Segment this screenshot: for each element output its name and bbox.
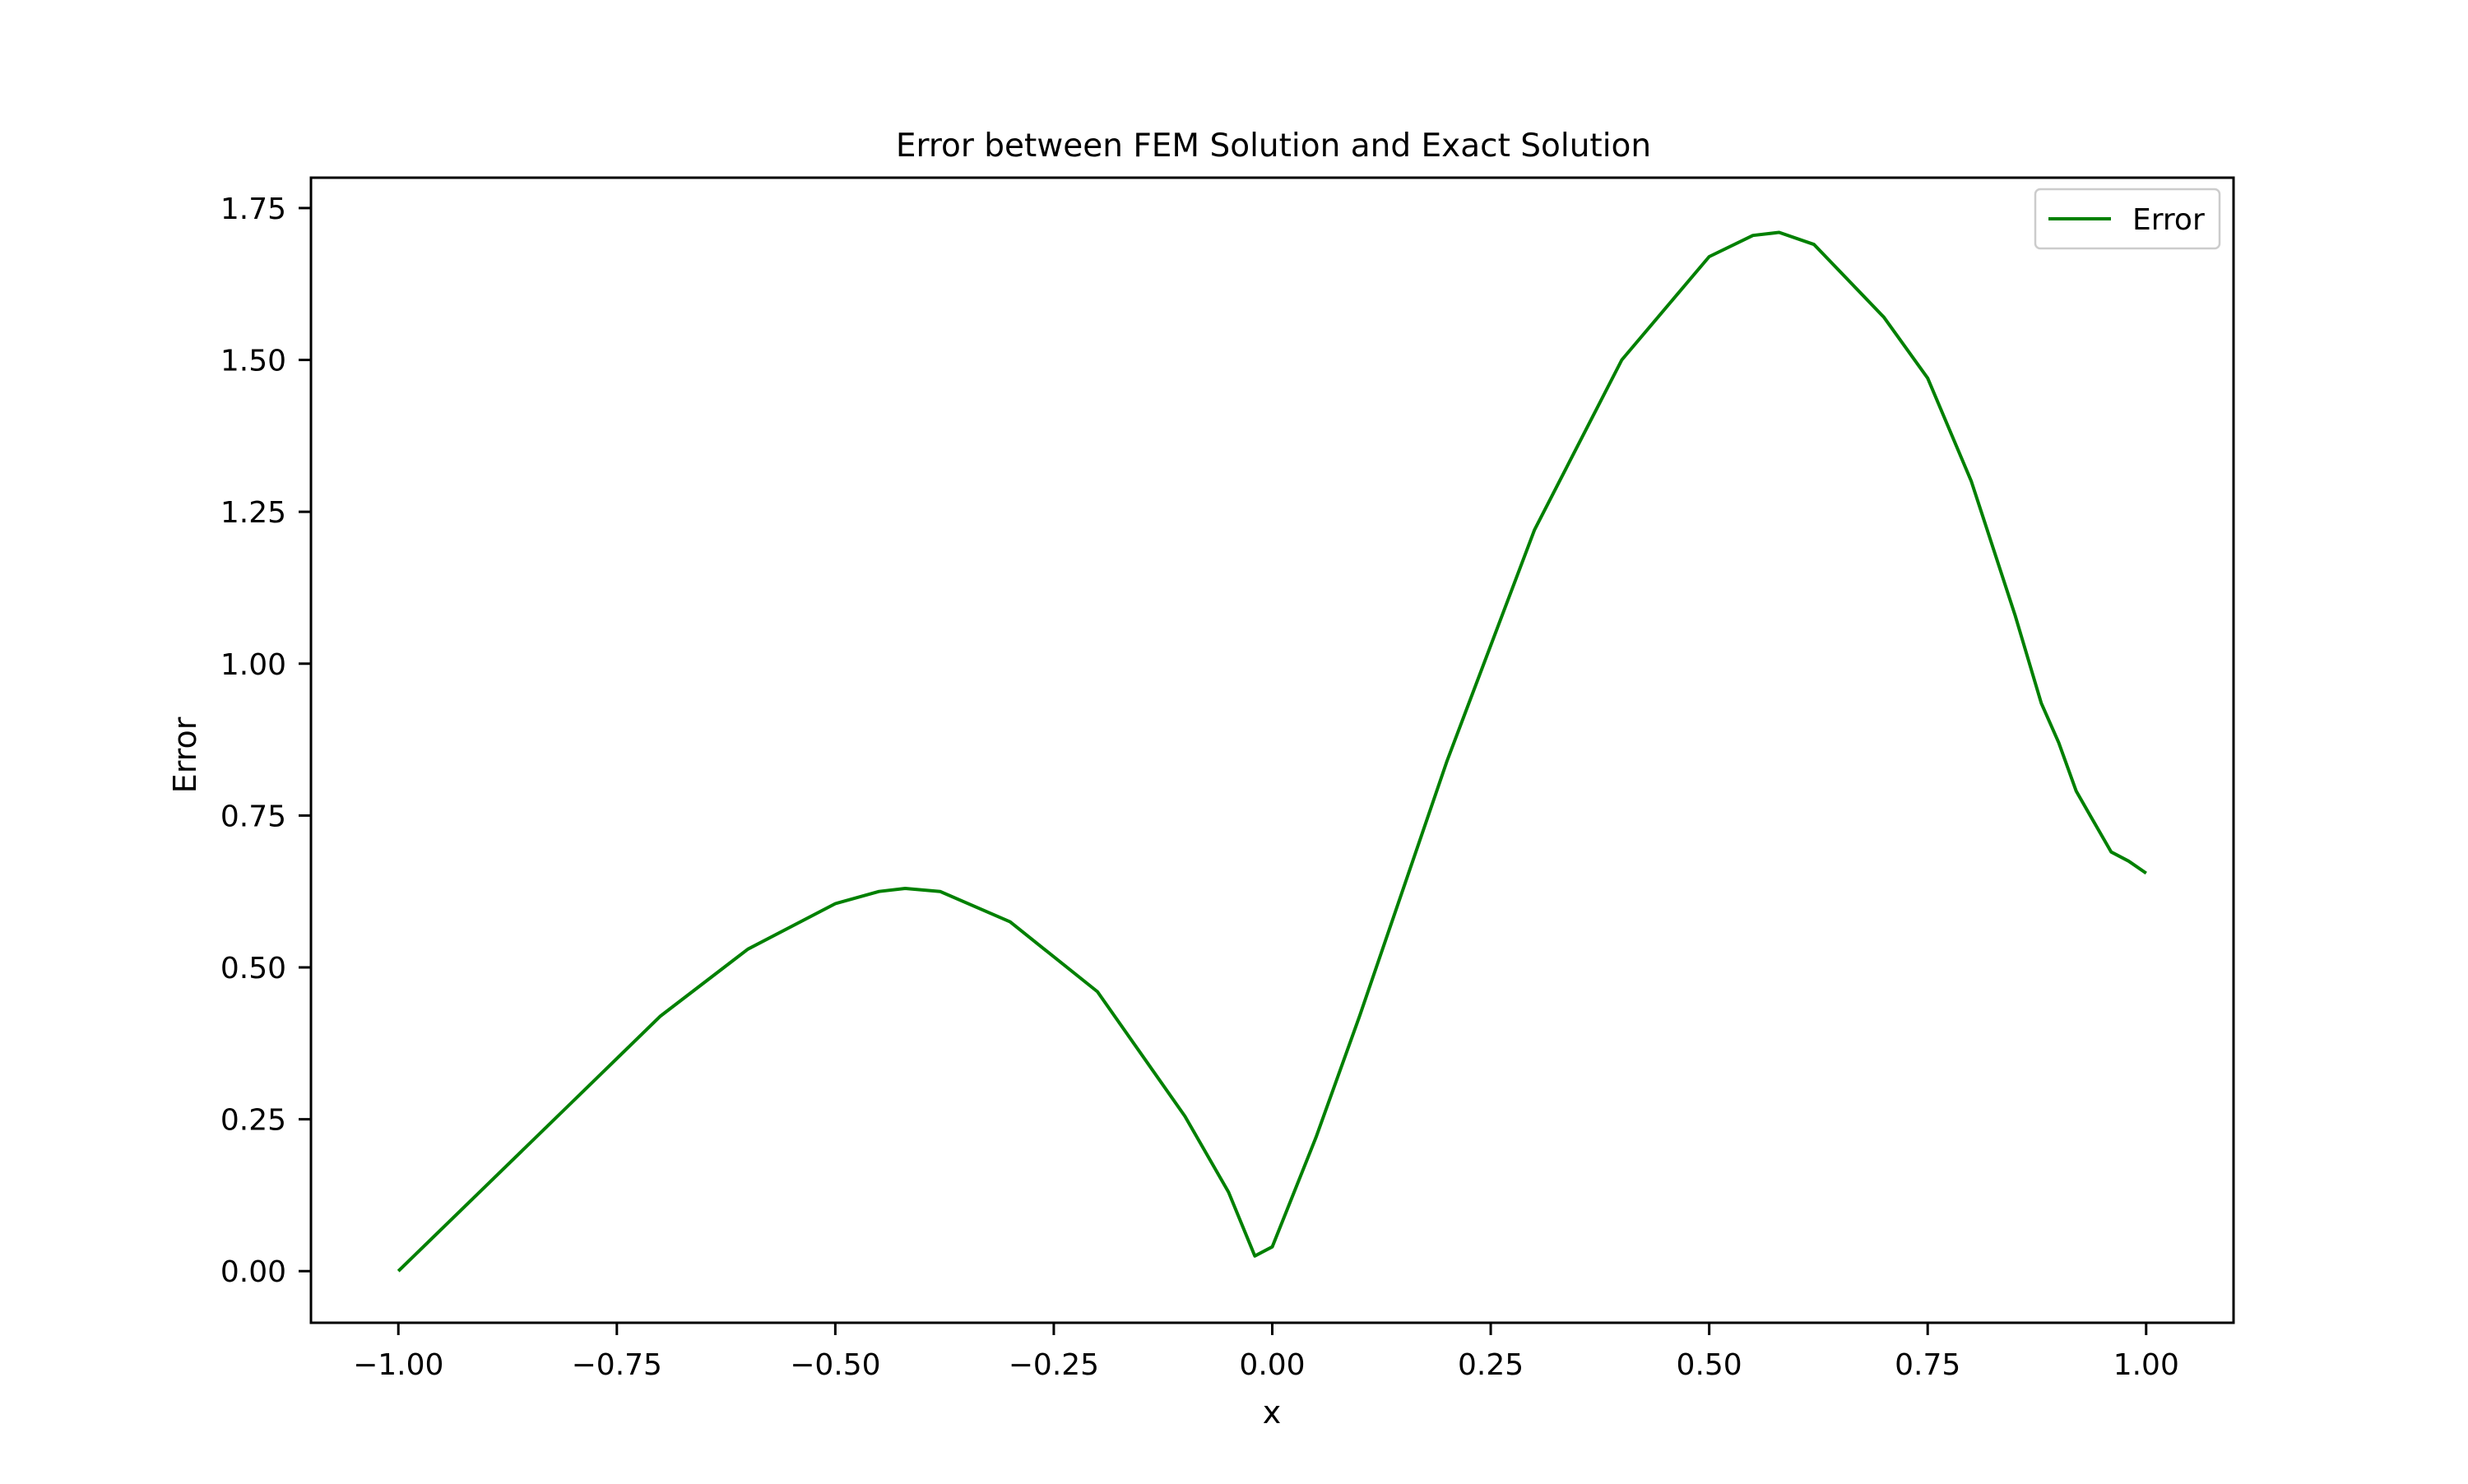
- x-tick-label: −0.75: [572, 1348, 662, 1382]
- x-tick-label: −0.25: [1009, 1348, 1099, 1382]
- y-tick-label: 1.00: [220, 648, 286, 682]
- y-tick-label: 0.00: [220, 1255, 286, 1289]
- x-tick-label: 0.75: [1895, 1348, 1960, 1382]
- chart-title: Error between FEM Solution and Exact Sol…: [896, 128, 1651, 165]
- x-axis-label: x: [1263, 1394, 1282, 1431]
- x-tick-label: 0.25: [1458, 1348, 1524, 1382]
- y-axis-ticks: 0.00 0.25 0.50 0.75 1.00 1.25 1.50 1.75: [220, 192, 311, 1289]
- y-tick-label: 1.75: [220, 192, 286, 226]
- x-tick-label: 1.00: [2113, 1348, 2179, 1382]
- x-tick-label: 0.00: [1239, 1348, 1305, 1382]
- y-tick-label: 1.25: [220, 496, 286, 530]
- plot-area: [397, 230, 2147, 1273]
- x-tick-label: −0.50: [790, 1348, 880, 1382]
- x-axis-ticks: −1.00 −0.75 −0.50 −0.25 0.00 0.25 0.50 0.75 1.00: [353, 1323, 2179, 1382]
- legend-box: [2034, 188, 2221, 250]
- y-tick-label: 1.50: [220, 345, 286, 378]
- legend-label-error: Error: [2132, 203, 2205, 237]
- x-tick-label: −1.00: [353, 1348, 443, 1382]
- y-tick-label: 0.75: [220, 800, 286, 833]
- x-tick-label: 0.50: [1677, 1348, 1742, 1382]
- y-tick-label: 0.50: [220, 952, 286, 985]
- y-tick-label: 0.25: [220, 1104, 286, 1138]
- legend: Error: [2034, 188, 2221, 250]
- series-line-error: [397, 230, 2147, 1273]
- y-axis-label: Error: [167, 716, 203, 793]
